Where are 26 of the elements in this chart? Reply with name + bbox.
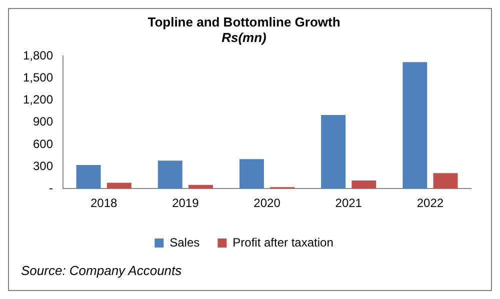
- bar: [76, 165, 101, 189]
- x-tick-label: 2020: [254, 196, 281, 210]
- chart-title: Topline and Bottomline Growth: [148, 14, 340, 30]
- y-tick-label: 1,200: [23, 92, 54, 107]
- bar: [106, 182, 132, 189]
- y-tick-label: 1,500: [23, 70, 54, 85]
- bar: [321, 115, 346, 189]
- bar: [158, 160, 182, 189]
- y-tick-label: 1,800: [23, 48, 54, 63]
- x-tick-label: 2021: [335, 196, 362, 210]
- bar: [433, 173, 458, 189]
- bar: [239, 159, 264, 189]
- y-tick-label: 900: [33, 114, 54, 129]
- chart-subtitle: Rs(mn): [222, 30, 266, 45]
- bar: [352, 180, 376, 189]
- x-tick-label: 2018: [90, 196, 118, 210]
- bar: [402, 62, 428, 189]
- source-note: Source: Company Accounts: [20, 263, 183, 278]
- x-tick-label: 2022: [416, 196, 444, 210]
- y-tick-label: -: [49, 180, 54, 195]
- y-tick-label: 600: [33, 136, 54, 151]
- legend-label: Sales: [170, 235, 200, 250]
- legend-label: Profit after taxation: [232, 235, 334, 250]
- x-tick-label: 2019: [172, 196, 200, 210]
- y-tick-label: 300: [33, 158, 54, 173]
- bar: [188, 184, 213, 189]
